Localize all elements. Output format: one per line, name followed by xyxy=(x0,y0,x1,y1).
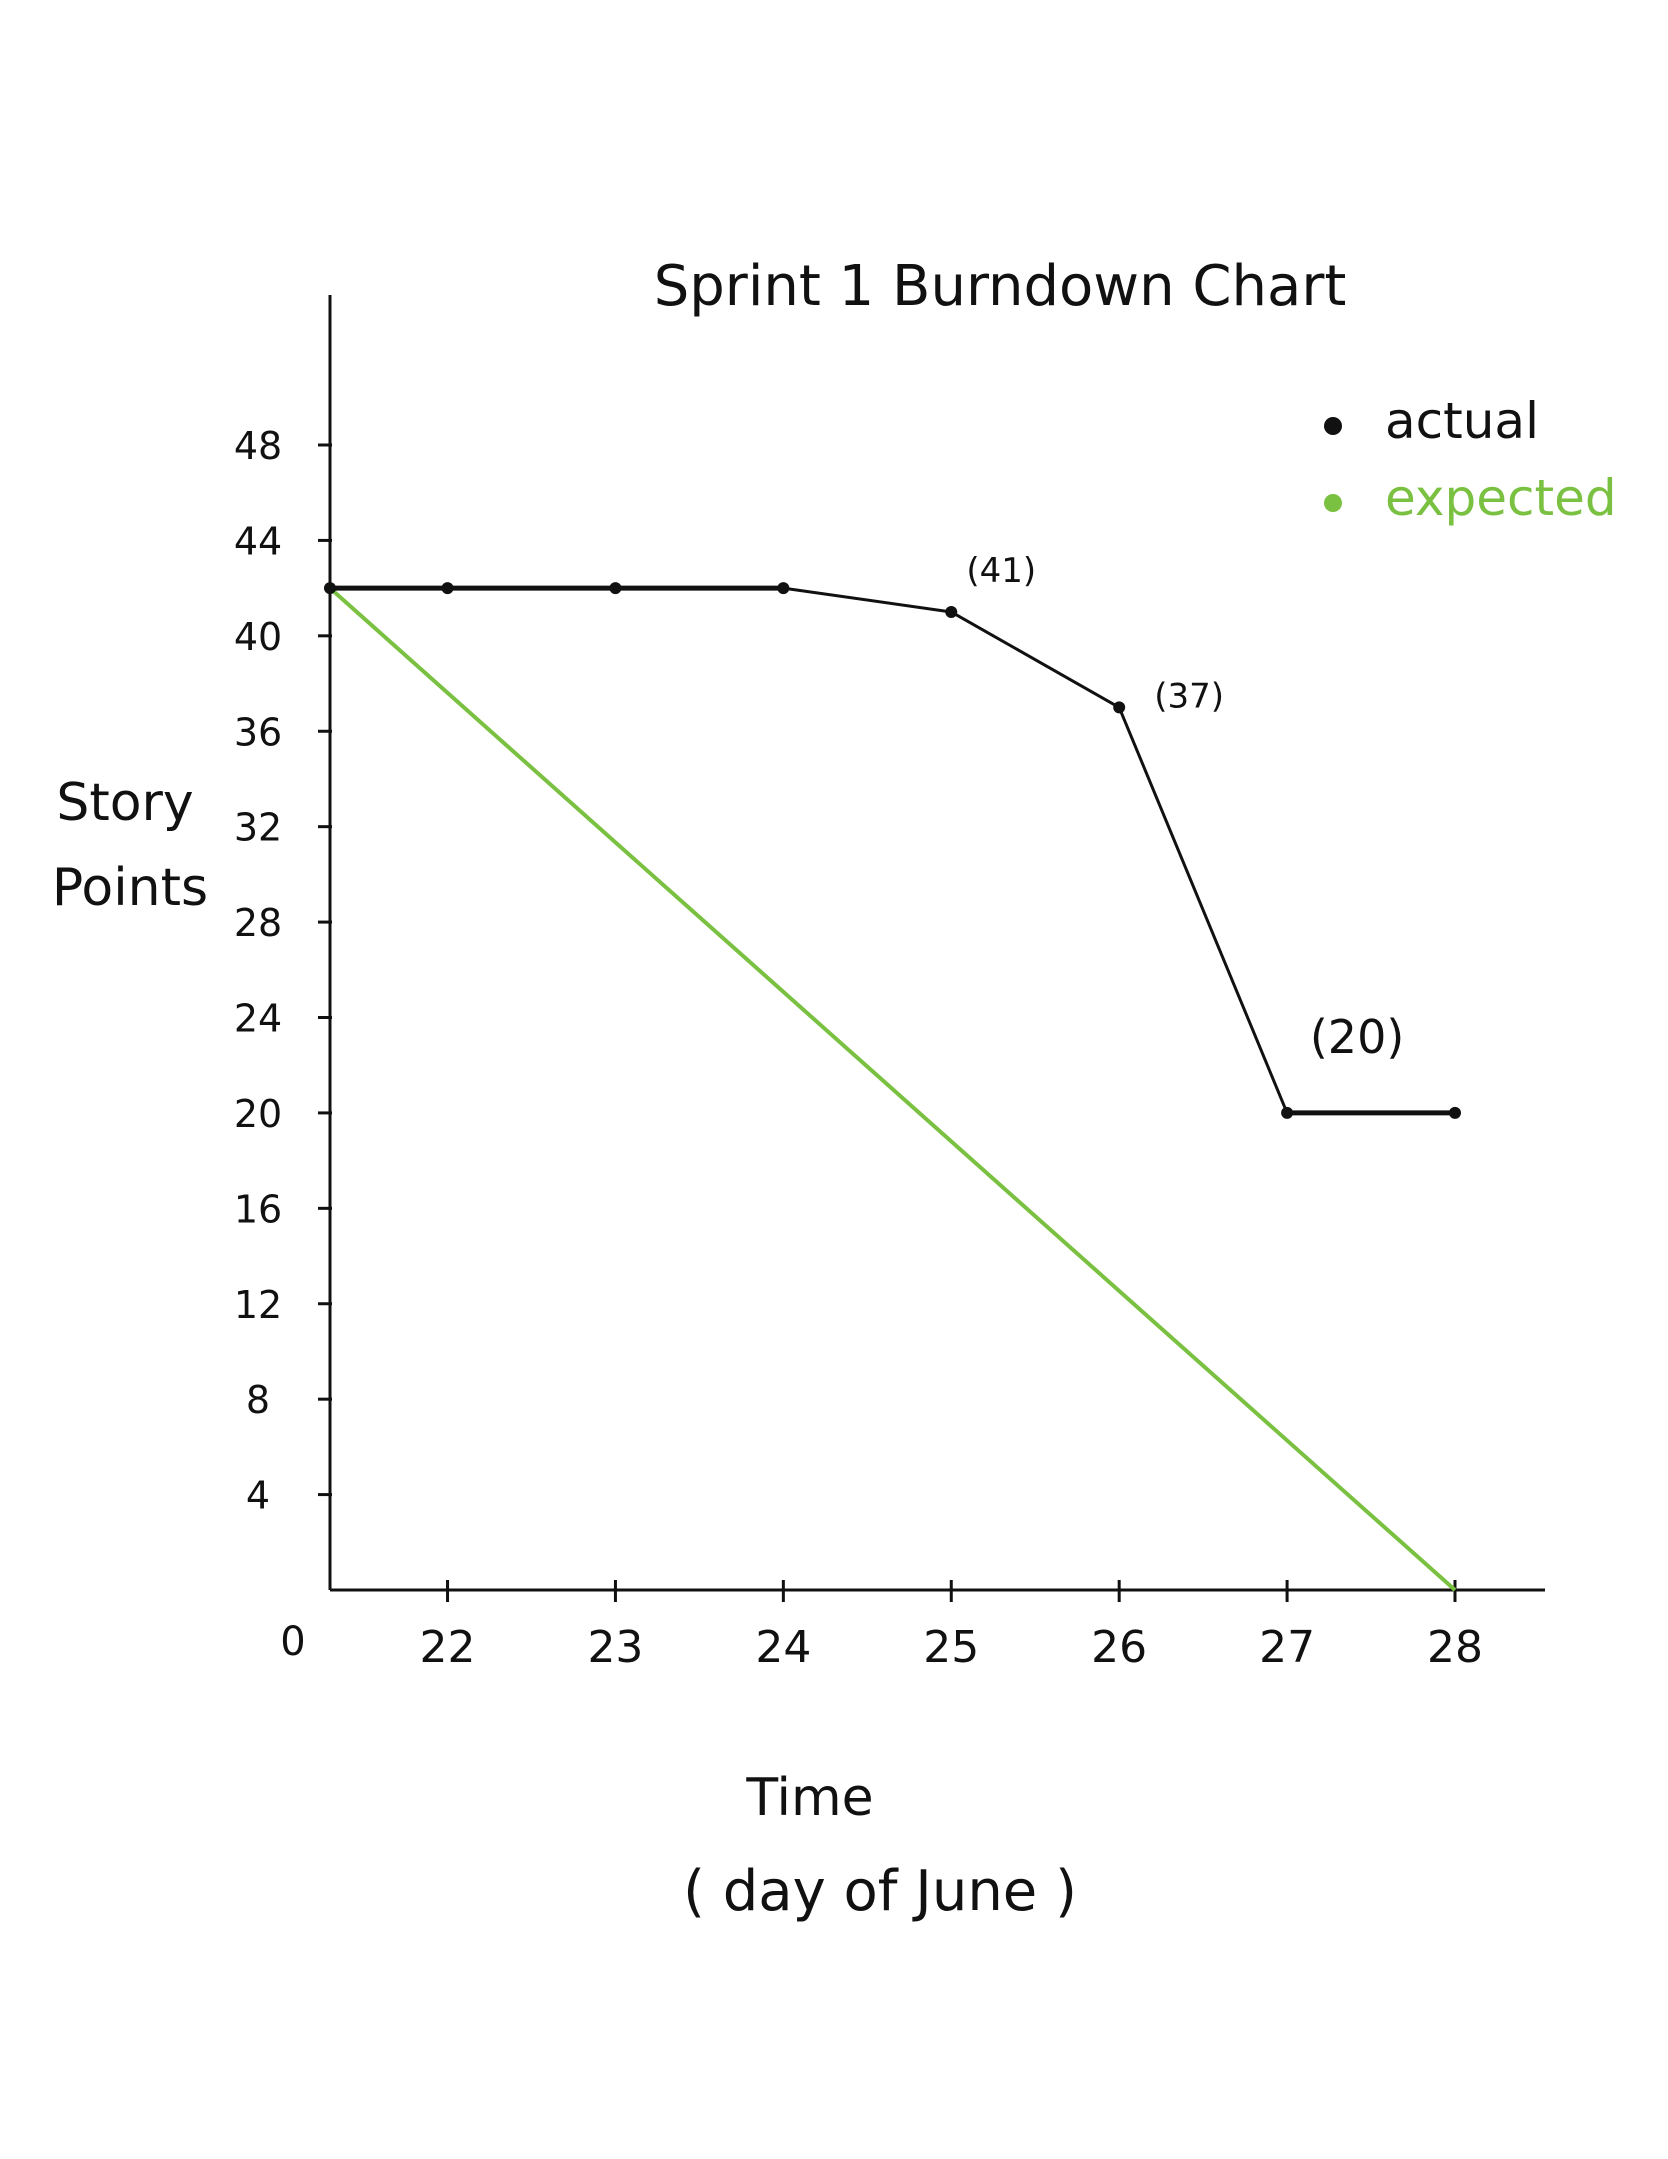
x-tick-label: 26 xyxy=(1091,1622,1147,1673)
y-tick-label: 36 xyxy=(234,710,282,754)
y-tick-label: 24 xyxy=(234,997,282,1041)
annotations-layer: (41) (37) (20) xyxy=(966,551,1404,1064)
series-layer xyxy=(324,582,1461,1592)
legend: actual expected xyxy=(1324,392,1617,527)
x-tick-label: 24 xyxy=(755,1622,811,1673)
y-tick-label: 32 xyxy=(234,806,282,850)
data-point-actual xyxy=(1113,701,1126,714)
y-tick-label: 20 xyxy=(234,1092,282,1136)
x-tick-label: 25 xyxy=(923,1622,979,1673)
annotation-label: (41) xyxy=(966,551,1036,591)
series-line-expected xyxy=(328,586,1457,1592)
chart-title: Sprint 1 Burndown Chart xyxy=(654,254,1347,319)
y-tick-label: 16 xyxy=(234,1187,282,1231)
legend-marker-actual xyxy=(1324,417,1342,435)
y-tick-label: 40 xyxy=(234,615,282,659)
y-tick-label: 28 xyxy=(234,901,282,945)
y-tick-label: 48 xyxy=(234,424,282,468)
legend-label-expected: expected xyxy=(1385,469,1617,527)
x-axis-label: Time xyxy=(745,1768,873,1828)
series-line-actual xyxy=(330,586,1455,1115)
x-tick-label: 22 xyxy=(420,1622,476,1673)
y-tick-label: 4 xyxy=(246,1474,270,1518)
y-tick-label: 8 xyxy=(246,1378,270,1422)
y-axis-label-story: Story xyxy=(56,773,193,833)
x-tick-label: 28 xyxy=(1427,1622,1483,1673)
annotation-label: (20) xyxy=(1310,1010,1404,1064)
x-axis-sublabel: ( day of June ) xyxy=(683,1859,1077,1924)
y-axis-label-points: Points xyxy=(52,858,208,918)
legend-marker-expected xyxy=(1324,494,1342,512)
legend-label-actual: actual xyxy=(1385,392,1539,450)
y-tick-label: 44 xyxy=(234,519,282,563)
annotation-label: (37) xyxy=(1154,676,1224,716)
x-tick-label: 23 xyxy=(587,1622,643,1673)
origin-label: 0 xyxy=(280,1619,305,1665)
data-point-actual xyxy=(945,605,958,618)
y-tick-label: 12 xyxy=(234,1283,282,1327)
x-tick-label: 27 xyxy=(1259,1622,1315,1673)
